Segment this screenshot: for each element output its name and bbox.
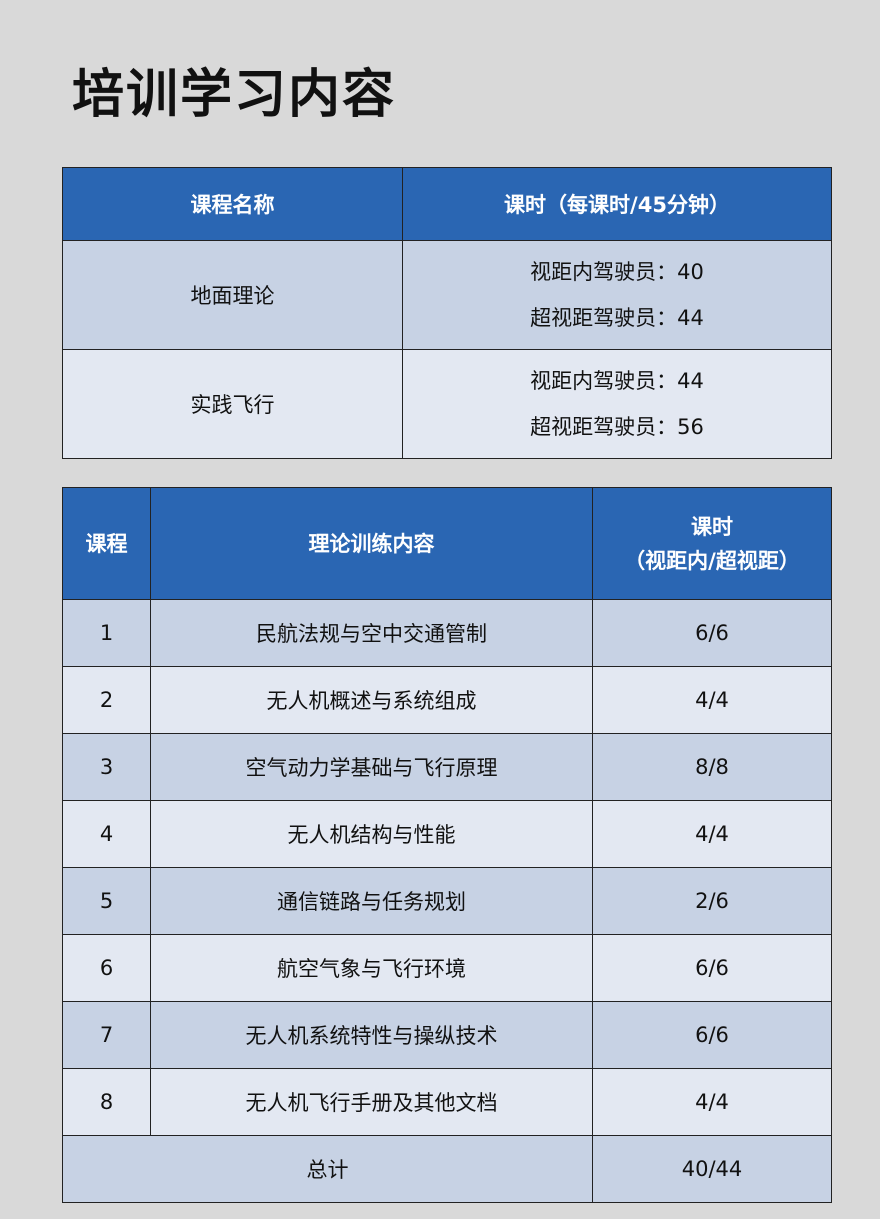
cell-content: 空气动力学基础与飞行原理 bbox=[150, 733, 593, 801]
total-label: 总计 bbox=[62, 1135, 593, 1203]
cell-no: 3 bbox=[62, 733, 151, 801]
cell-content: 无人机概述与系统组成 bbox=[150, 666, 593, 734]
cell-hours: 4/4 bbox=[592, 666, 832, 734]
total-hours: 40/44 bbox=[592, 1135, 832, 1203]
cell-hours: 4/4 bbox=[592, 1068, 832, 1136]
course-name: 地面理论 bbox=[62, 240, 403, 350]
header-hours-line2: （视距内/超视距） bbox=[624, 548, 800, 573]
hours-line: 视距内驾驶员：40 bbox=[530, 260, 704, 284]
cell-content: 通信链路与任务规划 bbox=[150, 867, 593, 935]
course-hours-table: 课程名称 课时（每课时/45分钟） 地面理论 视距内驾驶员：40 超视距驾驶员：… bbox=[62, 167, 832, 459]
cell-content: 无人机结构与性能 bbox=[150, 800, 593, 868]
table-row: 5 通信链路与任务规划 2/6 bbox=[62, 867, 832, 935]
cell-no: 6 bbox=[62, 934, 151, 1002]
hours-line: 视距内驾驶员：44 bbox=[530, 369, 704, 393]
course-name: 实践飞行 bbox=[62, 349, 403, 459]
theory-content-table: 课程 理论训练内容 课时 （视距内/超视距） 1 民航法规与空中交通管制 6/6 2 无… bbox=[62, 487, 832, 1203]
table-header-row: 课程 理论训练内容 课时 （视距内/超视距） bbox=[62, 487, 832, 600]
table-row: 7 无人机系统特性与操纵技术 6/6 bbox=[62, 1001, 832, 1069]
cell-hours: 2/6 bbox=[592, 867, 832, 935]
cell-content: 无人机系统特性与操纵技术 bbox=[150, 1001, 593, 1069]
table-row: 6 航空气象与飞行环境 6/6 bbox=[62, 934, 832, 1002]
cell-content: 航空气象与飞行环境 bbox=[150, 934, 593, 1002]
total-row: 总计 40/44 bbox=[62, 1135, 832, 1203]
header-course-name: 课程名称 bbox=[62, 167, 403, 241]
header-hours: 课时 （视距内/超视距） bbox=[592, 487, 832, 600]
header-hours-line1: 课时 bbox=[691, 514, 733, 539]
cell-hours: 4/4 bbox=[592, 800, 832, 868]
cell-no: 7 bbox=[62, 1001, 151, 1069]
hours-line: 超视距驾驶员：56 bbox=[530, 415, 704, 439]
course-hours: 视距内驾驶员：40 超视距驾驶员：44 bbox=[402, 240, 832, 350]
table-row: 地面理论 视距内驾驶员：40 超视距驾驶员：44 bbox=[62, 240, 832, 350]
table-header-row: 课程名称 课时（每课时/45分钟） bbox=[62, 167, 832, 241]
cell-no: 5 bbox=[62, 867, 151, 935]
cell-hours: 8/8 bbox=[592, 733, 832, 801]
table-row: 3 空气动力学基础与飞行原理 8/8 bbox=[62, 733, 832, 801]
table-row: 2 无人机概述与系统组成 4/4 bbox=[62, 666, 832, 734]
cell-hours: 6/6 bbox=[592, 599, 832, 667]
cell-content: 民航法规与空中交通管制 bbox=[150, 599, 593, 667]
header-hours: 课时（每课时/45分钟） bbox=[402, 167, 832, 241]
cell-no: 8 bbox=[62, 1068, 151, 1136]
table-row: 实践飞行 视距内驾驶员：44 超视距驾驶员：56 bbox=[62, 349, 832, 459]
cell-hours: 6/6 bbox=[592, 934, 832, 1002]
course-hours: 视距内驾驶员：44 超视距驾驶员：56 bbox=[402, 349, 832, 459]
cell-hours: 6/6 bbox=[592, 1001, 832, 1069]
cell-no: 2 bbox=[62, 666, 151, 734]
cell-no: 1 bbox=[62, 599, 151, 667]
header-course: 课程 bbox=[62, 487, 151, 600]
cell-no: 4 bbox=[62, 800, 151, 868]
header-content: 理论训练内容 bbox=[150, 487, 593, 600]
cell-content: 无人机飞行手册及其他文档 bbox=[150, 1068, 593, 1136]
table-row: 8 无人机飞行手册及其他文档 4/4 bbox=[62, 1068, 832, 1136]
table-row: 1 民航法规与空中交通管制 6/6 bbox=[62, 599, 832, 667]
hours-line: 超视距驾驶员：44 bbox=[530, 306, 704, 330]
page-title: 培训学习内容 bbox=[72, 65, 397, 125]
table-row: 4 无人机结构与性能 4/4 bbox=[62, 800, 832, 868]
